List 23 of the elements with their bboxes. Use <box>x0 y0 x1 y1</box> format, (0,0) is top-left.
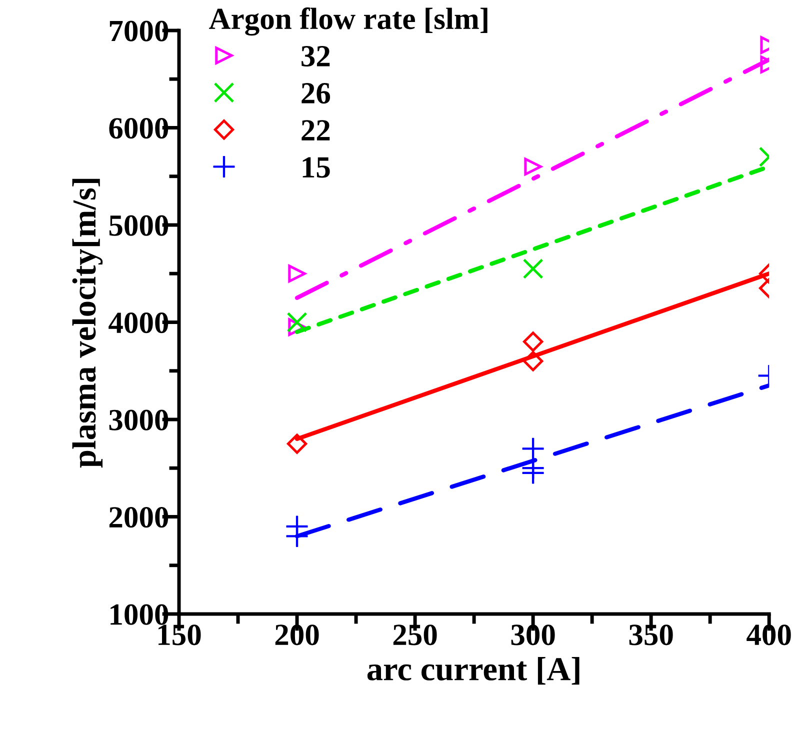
x-tick-label: 200 <box>275 624 319 646</box>
y-tick-label: 2000 <box>109 507 168 528</box>
legend-title: Argon flow rate [slm] <box>209 7 488 36</box>
legend-label: 32 <box>302 46 330 67</box>
point <box>288 264 306 282</box>
point <box>286 434 308 454</box>
x-tick-label: 150 <box>158 624 201 646</box>
y-tick-label: 7000 <box>110 20 168 42</box>
y-tick-label: 3000 <box>109 410 168 430</box>
legend-label: 22 <box>302 120 330 140</box>
y-axis-title: plasma velocity[m/s] <box>72 178 103 468</box>
x-tick-label: 300 <box>511 624 555 646</box>
legend-label: 15 <box>302 157 330 178</box>
x-tick-label: 400 <box>746 624 791 646</box>
y-tick-label: 1000 <box>110 604 168 625</box>
y-tick-label: 5000 <box>109 215 168 236</box>
x-axis-title: arc current [A] <box>367 656 580 685</box>
y-tick-label: 4000 <box>108 312 168 334</box>
y-tick-label: 6000 <box>109 118 168 139</box>
x-tick-label: 250 <box>393 624 437 646</box>
legend-label: 26 <box>302 83 330 104</box>
point <box>286 312 308 333</box>
x-tick-label: 350 <box>629 624 673 646</box>
